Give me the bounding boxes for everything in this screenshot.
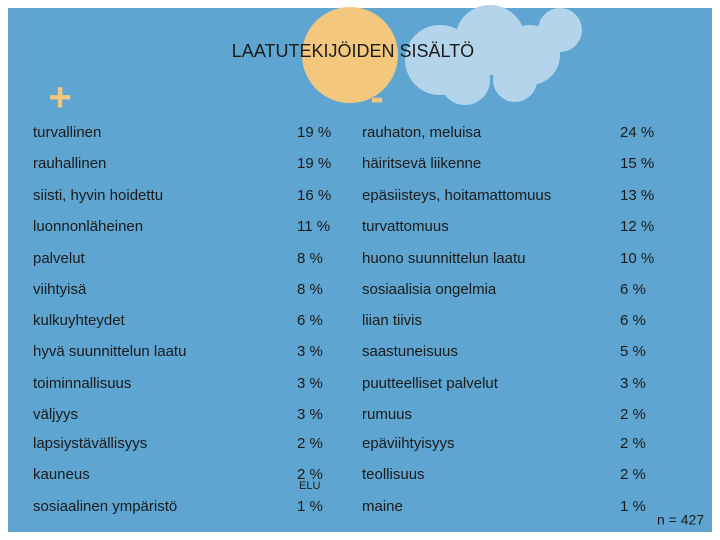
table: turvallinen 19 % rauhaton, meluisa 24 % rauh…: [33, 124, 654, 515]
negative-factor: rauhaton, meluisa: [362, 124, 482, 141]
negative-factor: häiritsevä liikenne: [362, 155, 481, 172]
negative-share: 12 %: [620, 218, 654, 235]
negative-factor: huono suunnittelun laatu: [362, 250, 525, 267]
positive-factor: viihtyisä: [33, 281, 87, 298]
sample-size: n = 427: [657, 512, 704, 528]
positive-factor: palvelut: [33, 250, 86, 267]
positive-share: 19 %: [297, 124, 331, 141]
negative-factor: liian tiivis: [362, 312, 422, 329]
negative-share: 6 %: [620, 281, 646, 298]
positive-share: 2 %: [297, 466, 323, 483]
minus-sign: -: [370, 76, 383, 120]
positive-share: 11 %: [297, 218, 330, 235]
negative-factor: maine: [362, 498, 403, 515]
positive-share: 3 %: [297, 343, 323, 360]
negative-factor: epäsiisteys, hoitamattomuus: [362, 187, 551, 204]
positive-factor: kauneus: [33, 466, 90, 483]
negative-share: 13 %: [620, 187, 654, 204]
positive-factor: toiminnallisuus: [33, 375, 131, 392]
positive-share: 1 %: [297, 498, 323, 515]
sun-circle: [302, 7, 398, 103]
positive-share: 6 %: [297, 312, 323, 329]
negative-share: 1 %: [620, 498, 646, 515]
stray-label: ELU: [299, 480, 320, 492]
negative-share: 2 %: [620, 435, 646, 452]
positive-factor: kulkuyhteydet: [33, 312, 126, 329]
positive-share: 16 %: [297, 187, 331, 204]
negative-share: 2 %: [620, 406, 646, 423]
negative-share: 6 %: [620, 312, 646, 329]
positive-factor: rauhallinen: [33, 155, 106, 172]
plus-sign: +: [48, 76, 71, 120]
positive-factor: hyvä suunnittelun laatu: [33, 343, 186, 360]
negative-factor: teollisuus: [362, 466, 425, 483]
negative-share: 24 %: [620, 124, 654, 141]
positive-factor: siisti, hyvin hoidettu: [33, 187, 163, 204]
negative-factor: turvattomuus: [362, 218, 449, 235]
positive-share: 8 %: [297, 250, 323, 267]
negative-share: 15 %: [620, 155, 654, 172]
positive-factor: luonnonläheinen: [33, 218, 143, 235]
positive-share: 3 %: [297, 375, 323, 392]
negative-factor: epäviihtyisyys: [362, 435, 455, 452]
cloud: [405, 5, 582, 105]
positive-share: 19 %: [297, 155, 331, 172]
title: LAATUTEKIJÖIDEN SISÄLTÖ: [232, 41, 474, 61]
negative-factor: puutteelliset palvelut: [362, 375, 499, 392]
positive-factor: sosiaalinen ympäristö: [33, 498, 177, 515]
positive-factor: turvallinen: [33, 124, 101, 141]
negative-share: 2 %: [620, 466, 646, 483]
positive-share: 8 %: [297, 281, 323, 298]
positive-share: 2 %: [297, 435, 323, 452]
negative-share: 3 %: [620, 375, 646, 392]
negative-factor: sosiaalisia ongelmia: [362, 281, 497, 298]
positive-factor: väljyys: [33, 406, 78, 423]
negative-share: 5 %: [620, 343, 646, 360]
positive-share: 3 %: [297, 406, 323, 423]
negative-factor: saastuneisuus: [362, 343, 458, 360]
negative-share: 10 %: [620, 250, 654, 267]
negative-factor: rumuus: [362, 406, 412, 423]
positive-factor: lapsiystävällisyys: [33, 435, 147, 452]
